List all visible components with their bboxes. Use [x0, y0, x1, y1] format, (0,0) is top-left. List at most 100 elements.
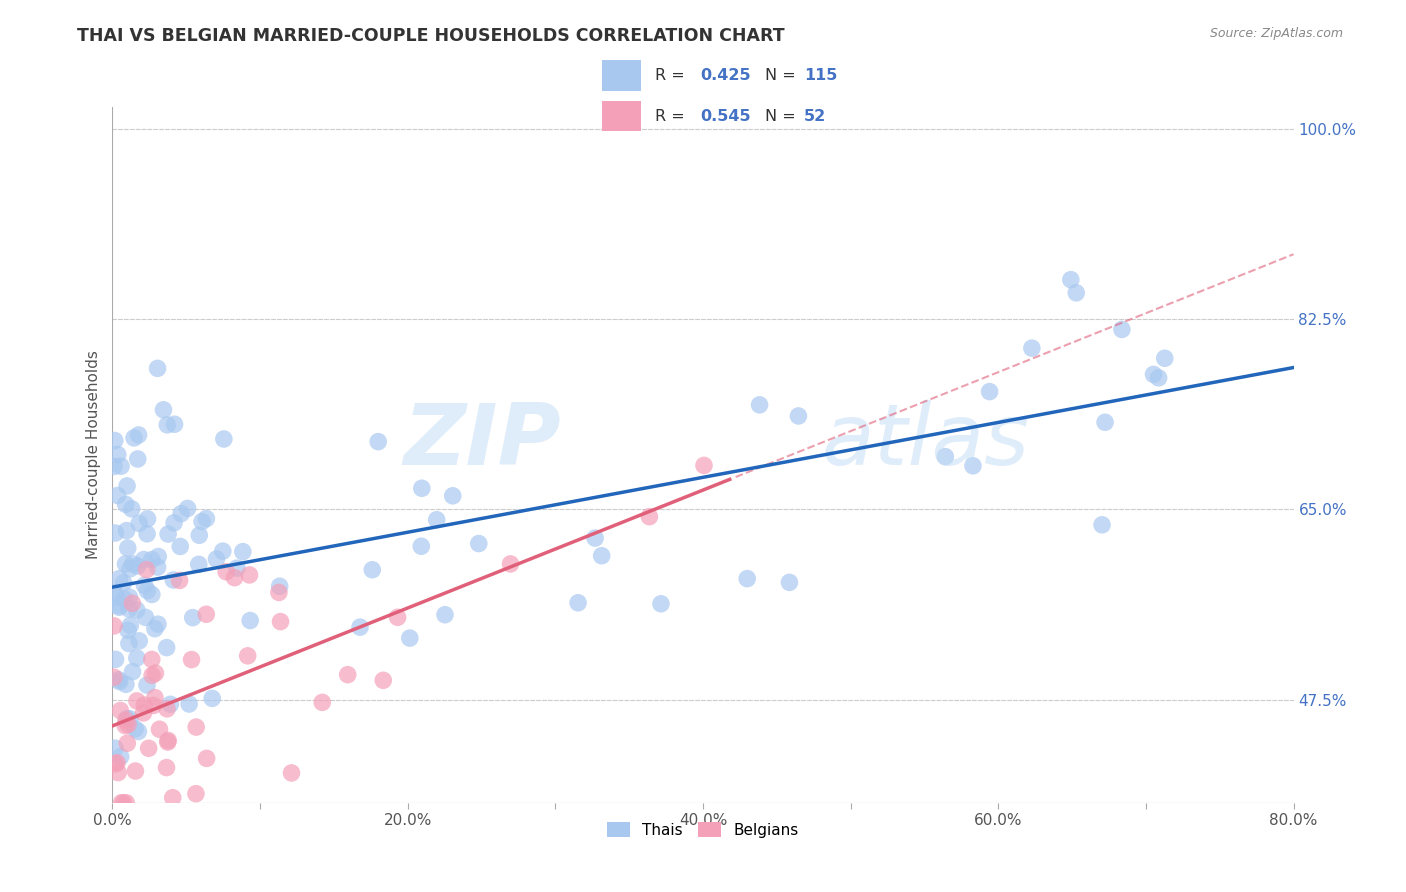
Point	[115, 479, 138, 493]
Point	[125, 694, 148, 708]
Text: ZIP: ZIP	[404, 400, 561, 483]
Point	[650, 597, 672, 611]
Bar	[602, 61, 641, 91]
Point	[107, 448, 129, 462]
Point	[132, 552, 155, 566]
Point	[387, 610, 409, 624]
Point	[205, 552, 228, 566]
Point	[1147, 371, 1170, 385]
Point	[148, 723, 170, 737]
Text: 0.545: 0.545	[700, 109, 751, 124]
Point	[157, 733, 180, 747]
Point	[127, 559, 149, 574]
Point	[693, 458, 716, 473]
Point	[141, 587, 163, 601]
Point	[124, 764, 146, 778]
Point	[215, 565, 238, 579]
Point	[127, 724, 149, 739]
Point	[187, 558, 209, 572]
Point	[212, 432, 235, 446]
Point	[108, 572, 131, 586]
Point	[979, 384, 1001, 399]
Point	[349, 620, 371, 634]
Point	[181, 610, 204, 624]
Point	[267, 585, 290, 599]
Point	[112, 575, 135, 590]
Point	[170, 507, 193, 521]
Legend: Thais, Belgians: Thais, Belgians	[602, 815, 804, 844]
Point	[638, 509, 661, 524]
Point	[962, 458, 984, 473]
Point	[121, 501, 143, 516]
Point	[107, 673, 129, 687]
Point	[1060, 273, 1083, 287]
Point	[195, 751, 218, 765]
Point	[426, 513, 449, 527]
Point	[115, 712, 138, 726]
Text: 52: 52	[804, 109, 827, 124]
Point	[239, 614, 262, 628]
Point	[1064, 285, 1087, 300]
Point	[778, 575, 800, 590]
Point	[135, 563, 157, 577]
Point	[311, 695, 333, 709]
Point	[367, 434, 389, 449]
Point	[152, 402, 174, 417]
Point	[114, 497, 136, 511]
Point	[115, 677, 138, 691]
Point	[162, 790, 184, 805]
Point	[104, 586, 127, 600]
Point	[110, 749, 132, 764]
Point	[104, 652, 127, 666]
Point	[136, 512, 159, 526]
Point	[748, 398, 770, 412]
Point	[157, 527, 180, 541]
Point	[134, 698, 156, 712]
Point	[169, 540, 191, 554]
Point	[434, 607, 457, 622]
Point	[108, 674, 131, 689]
Point	[1021, 341, 1043, 355]
Point	[156, 702, 179, 716]
Text: N =: N =	[765, 68, 801, 83]
Point	[155, 761, 177, 775]
Point	[118, 602, 141, 616]
Point	[238, 568, 260, 582]
Point	[124, 722, 146, 736]
Y-axis label: Married-couple Households: Married-couple Households	[86, 351, 101, 559]
Point	[146, 361, 169, 376]
Point	[128, 633, 150, 648]
Text: atlas: atlas	[821, 400, 1029, 483]
Text: THAI VS BELGIAN MARRIED-COUPLE HOUSEHOLDS CORRELATION CHART: THAI VS BELGIAN MARRIED-COUPLE HOUSEHOLD…	[77, 27, 785, 45]
Point	[104, 434, 127, 448]
Point	[186, 720, 208, 734]
Point	[411, 481, 433, 495]
Point	[201, 691, 224, 706]
Point	[118, 636, 141, 650]
Point	[142, 698, 165, 713]
Text: Source: ZipAtlas.com: Source: ZipAtlas.com	[1209, 27, 1343, 40]
Point	[117, 736, 139, 750]
Point	[143, 622, 166, 636]
Point	[136, 583, 159, 598]
Point	[105, 756, 128, 770]
Point	[103, 619, 125, 633]
Point	[115, 713, 138, 727]
Point	[441, 489, 464, 503]
Point	[108, 600, 131, 615]
Point	[141, 552, 163, 566]
Point	[1091, 517, 1114, 532]
Point	[269, 579, 291, 593]
Point	[934, 450, 956, 464]
Point	[110, 704, 132, 718]
Point	[211, 544, 233, 558]
Point	[195, 511, 218, 525]
Point	[411, 539, 433, 553]
Point	[110, 459, 132, 474]
Point	[121, 596, 143, 610]
Text: 0.425: 0.425	[700, 68, 751, 83]
Point	[115, 524, 138, 538]
Point	[127, 452, 149, 467]
Point	[132, 706, 155, 720]
Point	[195, 607, 218, 622]
